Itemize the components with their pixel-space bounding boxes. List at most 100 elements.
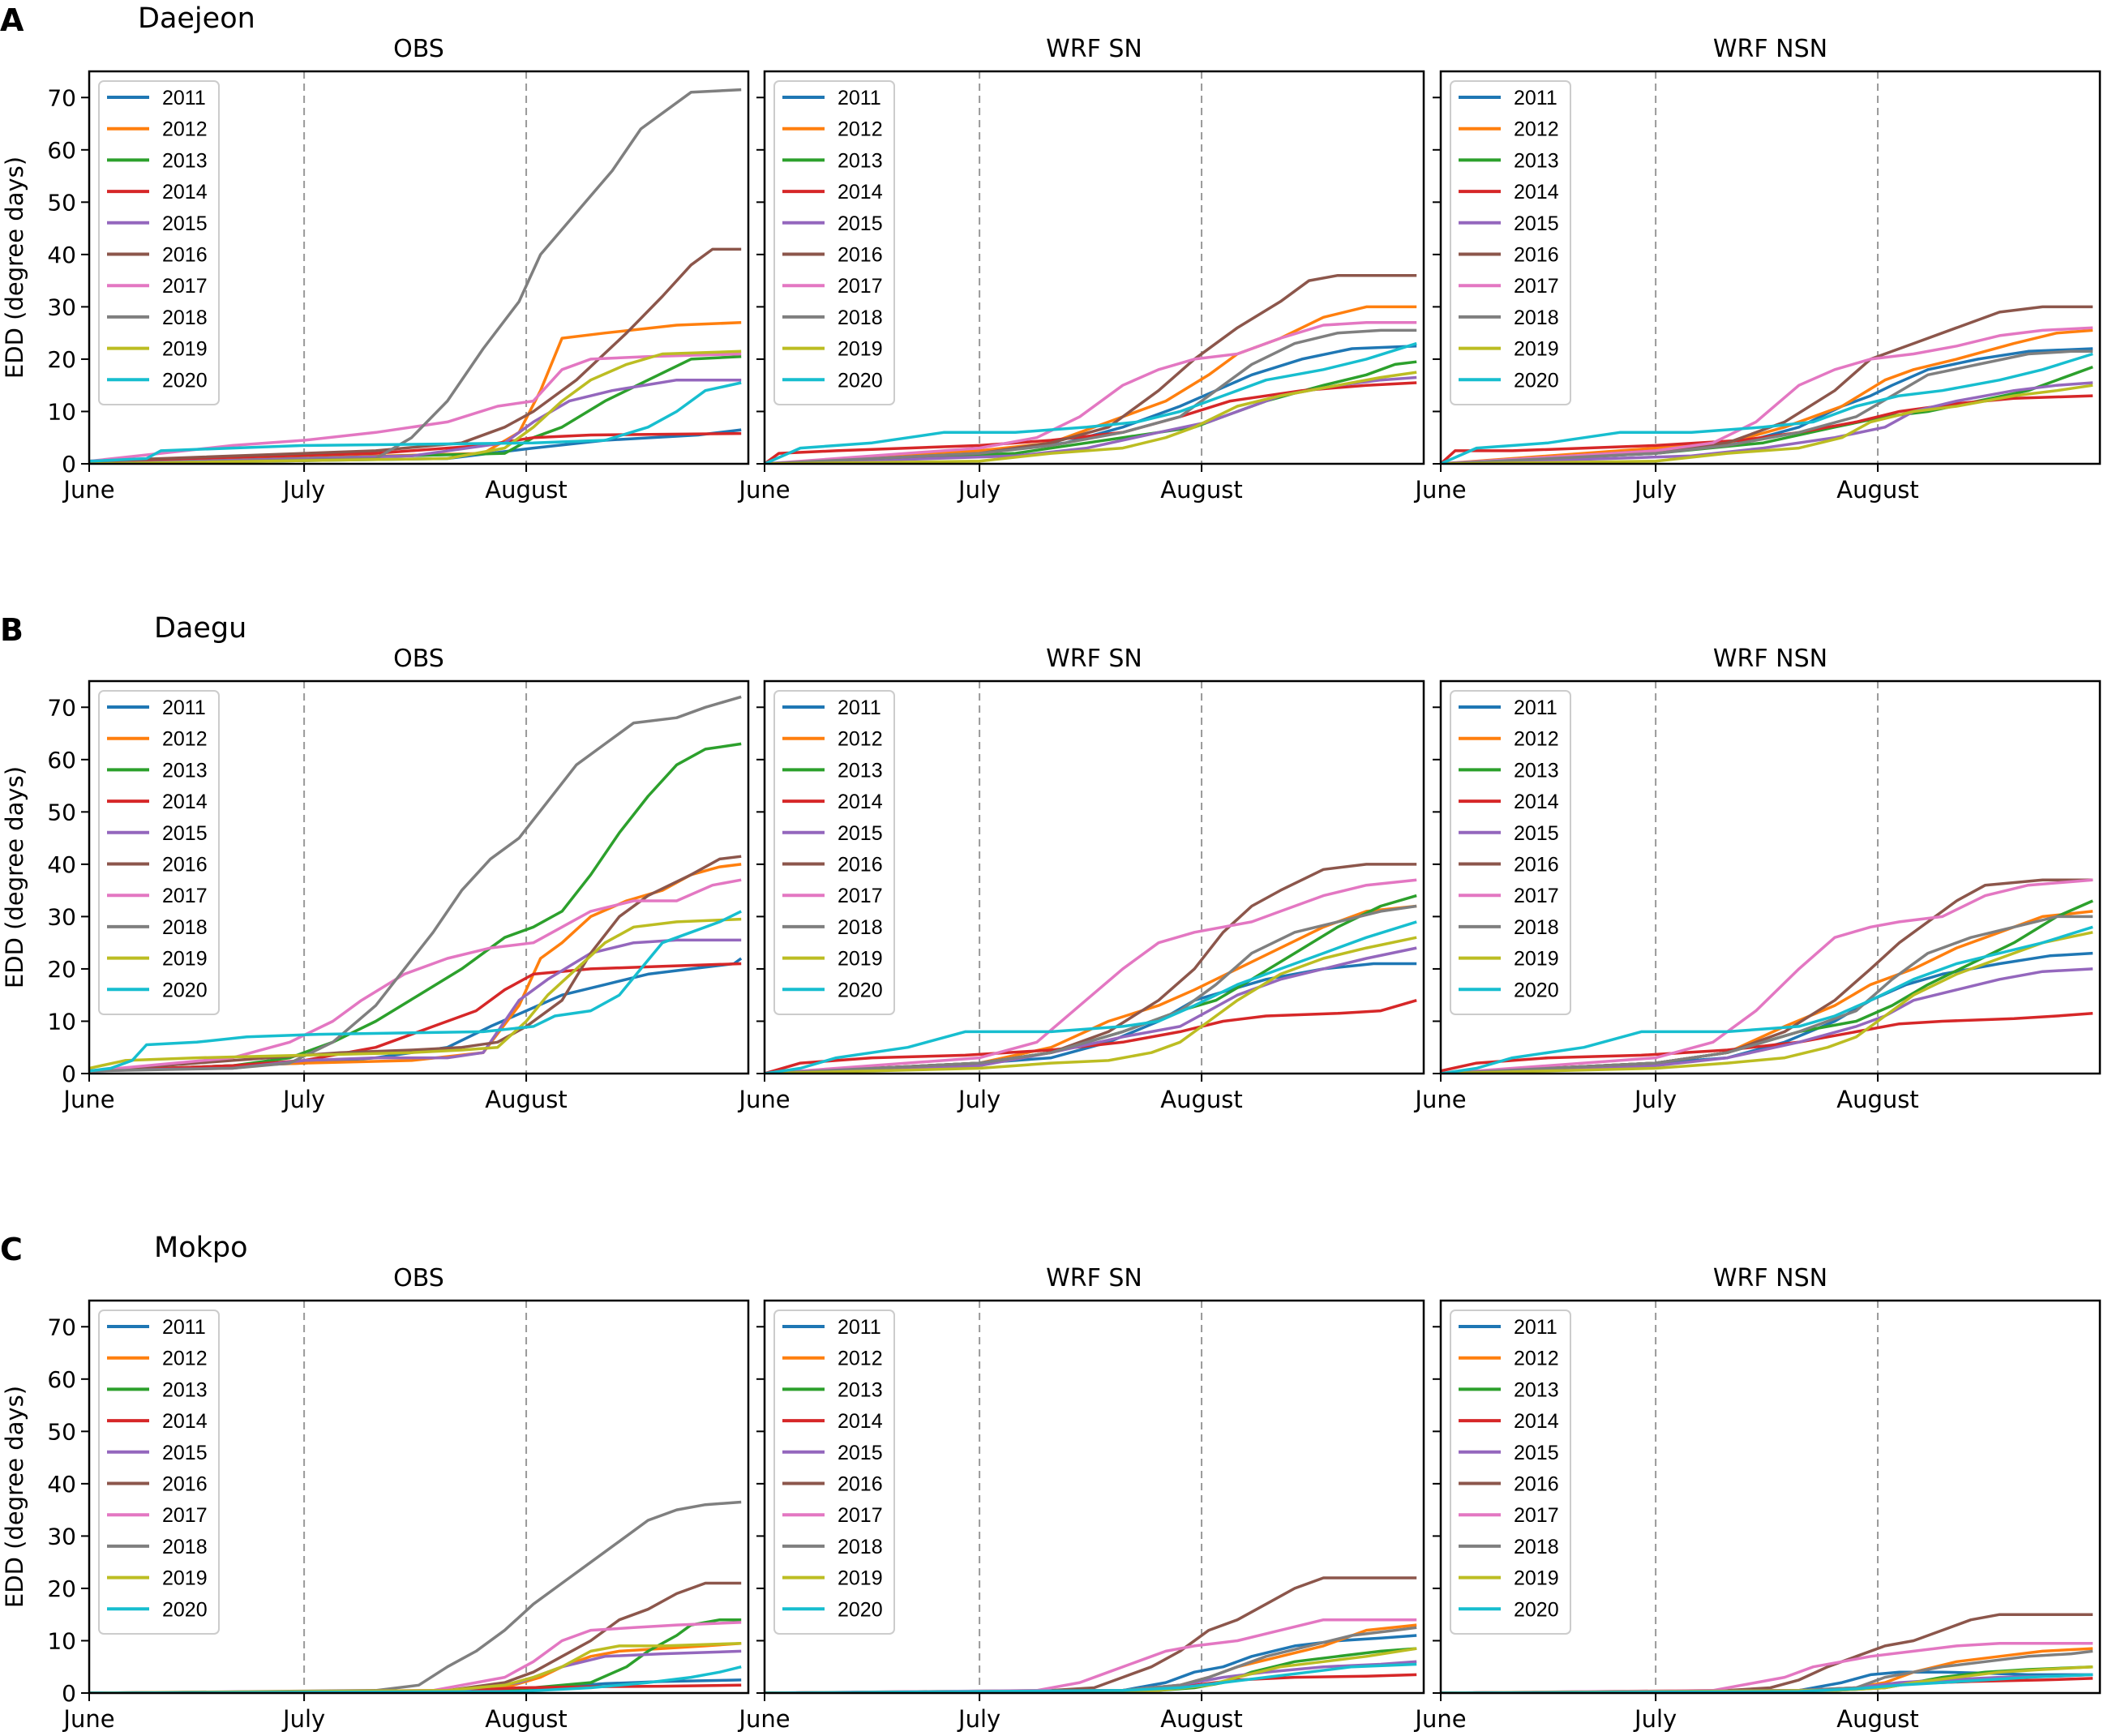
- station-title-daegu: Daegu: [154, 612, 246, 645]
- series-group: [1441, 878, 2093, 1074]
- legend-label-2011: 2011: [162, 87, 206, 109]
- legend-label-2013: 2013: [838, 1378, 883, 1401]
- x-tick-label: June: [737, 1086, 790, 1113]
- panel-title: WRF NSN: [1713, 35, 1827, 63]
- series-line-2014: [1441, 1012, 2093, 1073]
- panel-daejeon-obs: OBS June July August 0 10 20 30 40 50 60 70 2011 2012…: [47, 35, 750, 504]
- series-line-2020: [1441, 1673, 2093, 1693]
- legend-label-2017: 2017: [162, 275, 208, 298]
- series-line-2019: [765, 371, 1417, 464]
- y-tick-label: 40: [47, 1471, 76, 1498]
- legend-label-2016: 2016: [838, 1473, 883, 1496]
- series-line-2018: [765, 328, 1417, 464]
- series-line-2016: [89, 1581, 742, 1693]
- legend-label-2016: 2016: [1514, 1473, 1559, 1496]
- y-axis-label: EDD (degree days): [1, 766, 28, 988]
- legend-label-2015: 2015: [838, 212, 883, 235]
- panel-daegu-wrf-sn: WRF SN June July August 2011 2012 2013 2014 2015…: [737, 645, 1425, 1113]
- legend-box: [1450, 690, 1571, 1015]
- x-tick-label: June: [1413, 476, 1466, 504]
- legend-label-2011: 2011: [162, 1316, 206, 1339]
- y-tick-label: 20: [47, 346, 76, 373]
- y-tick-label: 20: [47, 1575, 76, 1602]
- series-line-2017: [1441, 326, 2093, 464]
- legend-label-2012: 2012: [162, 728, 208, 751]
- legend-label-2014: 2014: [1514, 791, 1559, 813]
- y-axis-label: EDD (degree days): [1, 156, 28, 379]
- x-tick-label: August: [1836, 1086, 1919, 1113]
- legend-label-2011: 2011: [162, 697, 206, 719]
- legend-label-2020: 2020: [838, 1598, 883, 1621]
- axes-frame: [763, 70, 1425, 465]
- panel-title: WRF SN: [1046, 35, 1142, 63]
- x-tick-label: June: [62, 1705, 114, 1733]
- series-line-2019: [89, 917, 742, 1070]
- series-group: [1441, 1613, 2093, 1693]
- legend-label-2013: 2013: [162, 1378, 208, 1401]
- legend-label-2017: 2017: [162, 1504, 208, 1527]
- legend-label-2019: 2019: [162, 1567, 208, 1590]
- y-tick-label: 70: [47, 84, 76, 111]
- axes-frame: [1439, 70, 2102, 465]
- legend-label-2017: 2017: [162, 885, 208, 907]
- legend-label-2013: 2013: [162, 149, 208, 172]
- legend-label-2012: 2012: [1514, 728, 1559, 751]
- axes-frame: [1439, 1299, 2102, 1695]
- legend-label-2020: 2020: [162, 979, 208, 1001]
- x-tick-label: July: [1633, 476, 1677, 504]
- series-line-2017: [89, 352, 742, 463]
- legend-label-2020: 2020: [162, 369, 208, 392]
- legend-box: [98, 80, 220, 405]
- legend: 2011 2012 2013 2014 2015 2016 2017 2018 2019 2020: [1450, 1310, 1571, 1635]
- x-tick-label: August: [485, 1086, 568, 1113]
- x-tick-label: August: [1160, 476, 1243, 504]
- station-title-daejeon: Daejeon: [138, 2, 255, 35]
- y-tick-label: 30: [47, 294, 76, 320]
- legend: 2011 2012 2013 2014 2015 2016 2017 2018 2019 2020: [773, 690, 895, 1015]
- series-line-2011: [1441, 1670, 2093, 1693]
- series-line-2017: [1441, 1641, 2093, 1693]
- row-letter-a: A: [0, 2, 24, 38]
- y-tick-label: 60: [47, 747, 76, 774]
- legend-box: [773, 80, 895, 405]
- legend-label-2011: 2011: [1514, 697, 1557, 719]
- x-tick-label: August: [485, 1705, 568, 1733]
- panel-title: WRF NSN: [1713, 1264, 1827, 1292]
- x-tick-label: June: [737, 1705, 790, 1733]
- series-line-2018: [1441, 349, 2093, 464]
- legend-label-2012: 2012: [1514, 1348, 1559, 1370]
- series-group: [89, 1500, 742, 1693]
- panel-title: OBS: [393, 1264, 444, 1292]
- legend-label-2011: 2011: [838, 87, 881, 109]
- legend: 2011 2012 2013 2014 2015 2016 2017 2018 2019 2020: [773, 1310, 895, 1635]
- legend-label-2018: 2018: [838, 306, 883, 329]
- legend-label-2014: 2014: [838, 791, 883, 813]
- series-line-2016: [1441, 1613, 2093, 1693]
- legend-label-2019: 2019: [838, 1567, 883, 1590]
- x-tick-label: June: [62, 1086, 114, 1113]
- legend-label-2016: 2016: [1514, 854, 1559, 877]
- legend-label-2016: 2016: [838, 244, 883, 267]
- panel-title: OBS: [393, 645, 444, 673]
- axes-frame: [763, 1299, 1425, 1695]
- legend-box: [1450, 80, 1571, 405]
- series-group: [89, 88, 742, 464]
- series-line-2018: [765, 904, 1417, 1074]
- legend-label-2015: 2015: [162, 822, 208, 845]
- panel-title: OBS: [393, 35, 444, 63]
- x-tick-label: June: [62, 476, 114, 504]
- legend-label-2017: 2017: [1514, 885, 1559, 907]
- legend-label-2018: 2018: [838, 916, 883, 939]
- x-tick-label: August: [485, 476, 568, 504]
- legend: 2011 2012 2013 2014 2015 2016 2017 2018 2019 2020: [98, 80, 220, 405]
- row-letter-c: C: [0, 1232, 23, 1267]
- legend-label-2012: 2012: [838, 118, 883, 141]
- legend-label-2019: 2019: [1514, 1567, 1559, 1590]
- series-line-2020: [89, 910, 742, 1073]
- legend-label-2014: 2014: [838, 181, 883, 204]
- legend-box: [98, 690, 220, 1015]
- legend-label-2011: 2011: [1514, 1316, 1557, 1339]
- legend-box: [98, 1310, 220, 1635]
